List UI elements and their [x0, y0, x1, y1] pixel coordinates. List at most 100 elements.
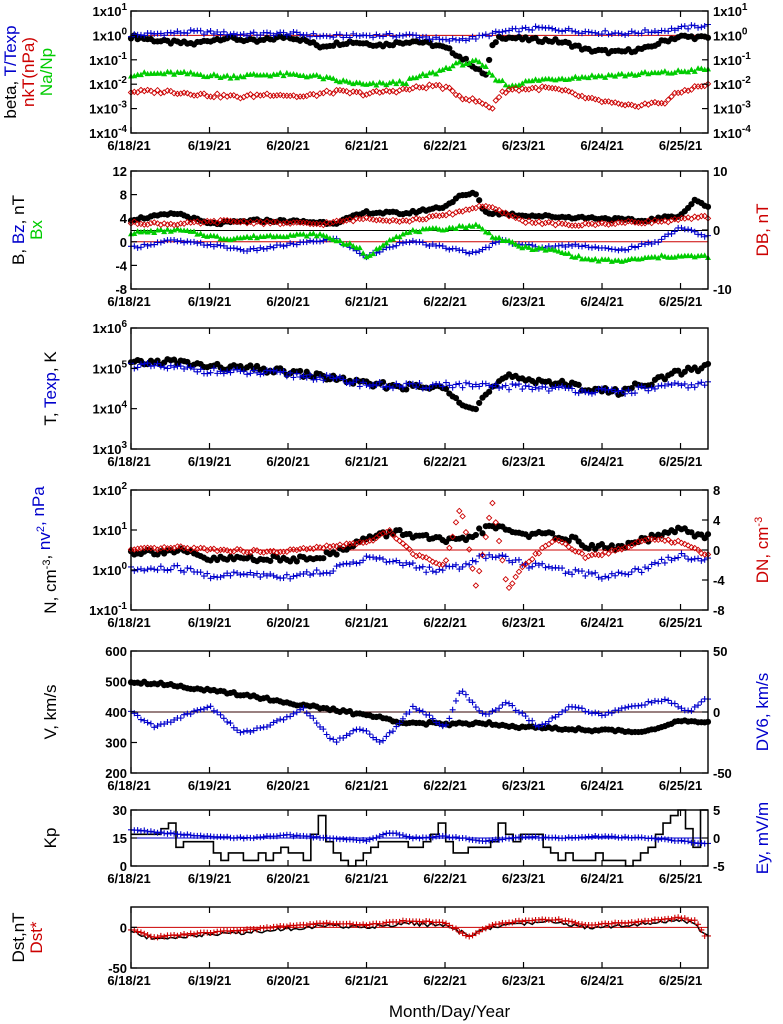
data-point	[343, 379, 350, 386]
data-point	[665, 836, 672, 843]
data-point	[661, 233, 668, 240]
data-point	[688, 381, 695, 388]
data-point	[413, 705, 420, 712]
data-point	[506, 700, 513, 707]
data-point	[356, 726, 363, 733]
panel-kp	[128, 809, 711, 867]
data-point	[366, 836, 373, 843]
data-point	[141, 228, 148, 234]
data-point	[297, 373, 304, 380]
data-point	[137, 86, 145, 94]
data-point	[648, 99, 655, 106]
data-point	[373, 87, 380, 95]
data-point	[529, 563, 536, 570]
data-point	[685, 69, 692, 75]
data-point	[257, 574, 264, 581]
data-point	[330, 34, 337, 41]
data-point	[273, 549, 281, 556]
data-point	[144, 932, 151, 939]
data-point	[326, 373, 333, 380]
data-point	[257, 31, 264, 38]
data-point	[353, 560, 360, 567]
data-point	[141, 567, 148, 574]
data-point	[220, 28, 227, 35]
data-point	[548, 219, 556, 227]
y-tick-label-left: -4	[115, 258, 127, 273]
data-point	[462, 691, 469, 698]
data-point	[568, 89, 576, 96]
data-point	[419, 239, 426, 246]
data-point	[197, 230, 204, 236]
data-point	[486, 710, 493, 717]
data-point	[134, 364, 141, 371]
data-point	[489, 922, 496, 929]
data-point	[665, 554, 672, 561]
data-point	[618, 834, 625, 841]
data-point	[648, 384, 655, 391]
data-point	[393, 217, 400, 225]
data-point	[300, 704, 307, 711]
data-point	[462, 224, 469, 231]
data-point	[456, 690, 463, 697]
data-point	[184, 70, 191, 77]
data-point	[486, 229, 493, 236]
data-point	[197, 27, 204, 34]
data-point	[267, 92, 274, 99]
data-point	[161, 830, 168, 837]
data-point	[409, 550, 417, 558]
data-point	[479, 710, 486, 717]
data-point	[433, 70, 440, 77]
data-point	[313, 92, 320, 100]
data-point	[452, 394, 460, 402]
data-point	[141, 87, 148, 95]
data-point	[151, 241, 158, 248]
data-point	[472, 221, 479, 227]
data-point	[286, 546, 294, 553]
data-point	[144, 86, 151, 94]
x-tick-label: 6/18/21	[107, 973, 150, 988]
data-point	[429, 715, 436, 722]
data-point	[380, 80, 387, 86]
data-point	[230, 92, 238, 99]
data-point	[446, 65, 453, 72]
data-point	[376, 738, 383, 745]
data-point	[380, 737, 387, 744]
data-point	[422, 215, 430, 223]
data-point	[661, 253, 668, 259]
data-point	[416, 380, 423, 387]
y-tick-label-left: -8	[115, 282, 127, 297]
data-point	[376, 833, 383, 840]
data-point	[197, 706, 204, 713]
data-point	[472, 930, 479, 937]
data-point	[469, 33, 476, 40]
data-point	[476, 248, 483, 255]
data-point	[164, 830, 171, 837]
x-tick-label: 6/20/21	[266, 294, 309, 309]
data-point	[443, 36, 450, 43]
data-point	[492, 28, 499, 35]
data-point	[698, 231, 705, 238]
data-point	[144, 566, 151, 573]
data-point	[479, 100, 486, 107]
data-point	[187, 69, 194, 75]
x-tick-label: 6/19/21	[188, 871, 231, 886]
data-point	[403, 710, 410, 717]
data-point	[489, 240, 496, 247]
data-point	[257, 371, 264, 378]
x-tick-label: 6/21/21	[345, 138, 388, 153]
x-tick-label: 6/24/21	[580, 871, 623, 886]
data-point	[559, 383, 566, 390]
data-point	[688, 66, 695, 73]
data-point	[506, 835, 513, 842]
data-point	[204, 242, 211, 249]
data-point	[469, 95, 476, 102]
data-point	[539, 24, 546, 31]
data-point	[545, 24, 552, 31]
data-point	[615, 707, 622, 714]
data-point	[462, 55, 470, 62]
data-point	[552, 26, 559, 33]
x-tick-label: 6/19/21	[188, 294, 231, 309]
data-point	[475, 97, 483, 105]
data-point	[346, 540, 354, 548]
data-point	[234, 366, 241, 373]
